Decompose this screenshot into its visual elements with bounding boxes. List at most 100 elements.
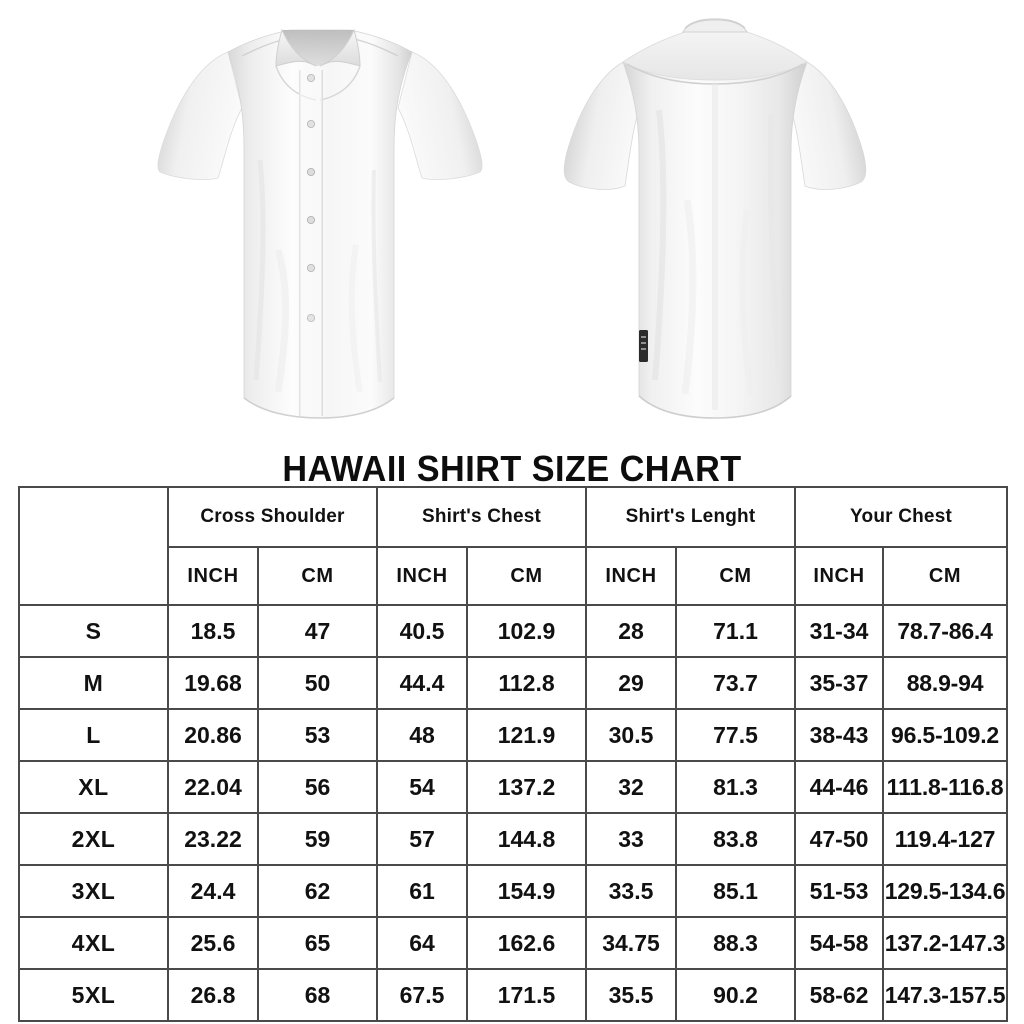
- size-label: XL: [18, 760, 169, 814]
- shirt-chest-cm: 154.9: [466, 864, 587, 918]
- shirt-length-cm: 88.3: [674, 916, 797, 970]
- shirt-chest-inch: 64: [376, 916, 468, 970]
- shirt-chest-cm: 162.6: [466, 916, 587, 970]
- cross-shoulder-inch: 25.6: [167, 916, 259, 970]
- table-corner-cell: [18, 486, 169, 606]
- size-label: 2XL: [18, 812, 169, 866]
- cross-shoulder-cm: 56: [257, 760, 378, 814]
- white-short-sleeve-shirt-back-illustration: [563, 18, 867, 419]
- table-row: L 20.86 53 48 121.9 30.5 77.5 38-43 96.5…: [18, 708, 1009, 762]
- cross-shoulder-cm: 62: [257, 864, 378, 918]
- white-short-sleeve-shirt-front-illustration: [157, 28, 483, 419]
- cross-shoulder-cm: 53: [257, 708, 378, 762]
- your-chest-inch: 44-46: [794, 760, 885, 814]
- group-header-shirts-chest: Shirt's Chest: [376, 486, 587, 548]
- table-row: 4XL 25.6 65 64 162.6 34.75 88.3 54-58 13…: [18, 916, 1009, 970]
- brand-label-tag: [639, 330, 648, 362]
- your-chest-inch: 51-53: [794, 864, 885, 918]
- unit-header-shirts-chest-inch: INCH: [376, 546, 468, 606]
- your-chest-inch: 54-58: [794, 916, 885, 970]
- unit-header-shirts-lenght-cm: CM: [674, 546, 797, 606]
- shirt-length-cm: 85.1: [674, 864, 797, 918]
- table-row: M 19.68 50 44.4 112.8 29 73.7 35-37 88.9…: [18, 656, 1009, 710]
- shirt-chest-inch: 48: [376, 708, 468, 762]
- your-chest-cm: 96.5-109.2: [882, 708, 1009, 762]
- table-group-header-row: Cross Shoulder Shirt's Chest Shirt's Len…: [18, 486, 1009, 606]
- shirt-length-inch: 35.5: [585, 968, 677, 1022]
- shirt-chest-cm: 121.9: [466, 708, 587, 762]
- shirt-length-cm: 81.3: [674, 760, 797, 814]
- group-header-shirts-lenght: Shirt's Lenght: [584, 486, 797, 548]
- your-chest-cm: 119.4-127: [882, 812, 1009, 866]
- unit-header-your-chest-inch: INCH: [794, 546, 885, 606]
- shirt-length-cm: 71.1: [674, 604, 797, 658]
- shirt-length-cm: 73.7: [674, 656, 797, 710]
- shirt-length-inch: 33.5: [585, 864, 677, 918]
- shirt-length-inch: 28: [585, 604, 677, 658]
- shirt-chest-inch: 67.5: [376, 968, 468, 1022]
- unit-header-your-chest-cm: CM: [882, 546, 1009, 606]
- cross-shoulder-inch: 26.8: [167, 968, 259, 1022]
- your-chest-inch: 38-43: [794, 708, 885, 762]
- unit-header-shirts-lenght-inch: INCH: [585, 546, 677, 606]
- shirt-chest-inch: 54: [376, 760, 468, 814]
- cross-shoulder-cm: 50: [257, 656, 378, 710]
- size-chart-table: Cross Shoulder Shirt's Chest Shirt's Len…: [18, 486, 1009, 1022]
- cross-shoulder-cm: 68: [257, 968, 378, 1022]
- shirt-chest-inch: 44.4: [376, 656, 468, 710]
- table-row: 5XL 26.8 68 67.5 171.5 35.5 90.2 58-62 1…: [18, 968, 1009, 1022]
- your-chest-cm: 88.9-94: [882, 656, 1009, 710]
- table-row: 2XL 23.22 59 57 144.8 33 83.8 47-50 119.…: [18, 812, 1009, 866]
- your-chest-inch: 58-62: [794, 968, 885, 1022]
- shirt-length-cm: 83.8: [674, 812, 797, 866]
- page-title: HAWAII SHIRT SIZE CHART: [282, 448, 742, 489]
- table-row: XL 22.04 56 54 137.2 32 81.3 44-46 111.8…: [18, 760, 1009, 814]
- cross-shoulder-inch: 20.86: [167, 708, 259, 762]
- your-chest-inch: 35-37: [794, 656, 885, 710]
- unit-header-cross-shoulder-cm: CM: [257, 546, 378, 606]
- cross-shoulder-inch: 18.5: [167, 604, 259, 658]
- size-label: 4XL: [18, 916, 169, 970]
- cross-shoulder-inch: 19.68: [167, 656, 259, 710]
- cross-shoulder-cm: 65: [257, 916, 378, 970]
- shirt-length-inch: 33: [585, 812, 677, 866]
- shirt-chest-inch: 61: [376, 864, 468, 918]
- shirt-chest-cm: 137.2: [466, 760, 587, 814]
- shirt-length-cm: 90.2: [674, 968, 797, 1022]
- shirt-chest-cm: 171.5: [466, 968, 587, 1022]
- your-chest-cm: 111.8-116.8: [882, 760, 1009, 814]
- shirt-chest-cm: 102.9: [466, 604, 587, 658]
- unit-header-shirts-chest-cm: CM: [466, 546, 587, 606]
- shirt-length-inch: 30.5: [585, 708, 677, 762]
- your-chest-cm: 78.7-86.4: [882, 604, 1009, 658]
- shirt-chest-cm: 144.8: [466, 812, 587, 866]
- shirt-chest-inch: 57: [376, 812, 468, 866]
- size-label: 5XL: [18, 968, 169, 1022]
- shirt-length-inch: 29: [585, 656, 677, 710]
- your-chest-inch: 47-50: [794, 812, 885, 866]
- cross-shoulder-inch: 24.4: [167, 864, 259, 918]
- cross-shoulder-cm: 59: [257, 812, 378, 866]
- shirt-length-inch: 34.75: [585, 916, 677, 970]
- group-header-your-chest: Your Chest: [794, 486, 1009, 548]
- table-unit-header-row: INCH CM INCH CM INCH CM INCH CM: [19, 546, 1009, 606]
- shirt-length-cm: 77.5: [674, 708, 797, 762]
- table-row: S 18.5 47 40.5 102.9 28 71.1 31-34 78.7-…: [18, 604, 1009, 658]
- unit-header-cross-shoulder-inch: INCH: [167, 546, 259, 606]
- cross-shoulder-inch: 22.04: [167, 760, 259, 814]
- your-chest-inch: 31-34: [794, 604, 885, 658]
- shirt-front-view: [150, 0, 490, 440]
- table-row: 3XL 24.4 62 61 154.9 33.5 85.1 51-53 129…: [18, 864, 1009, 918]
- shirt-chest-inch: 40.5: [376, 604, 468, 658]
- shirt-back-view: [555, 0, 875, 440]
- size-label: S: [18, 604, 169, 658]
- size-label: M: [18, 656, 169, 710]
- size-label: L: [18, 708, 169, 762]
- shirt-length-inch: 32: [585, 760, 677, 814]
- product-image-area: [0, 0, 1024, 445]
- size-chart-container: Cross Shoulder Shirt's Chest Shirt's Len…: [18, 486, 1009, 1022]
- your-chest-cm: 147.3-157.5: [882, 968, 1009, 1022]
- cross-shoulder-inch: 23.22: [167, 812, 259, 866]
- cross-shoulder-cm: 47: [257, 604, 378, 658]
- group-header-cross-shoulder: Cross Shoulder: [167, 486, 378, 548]
